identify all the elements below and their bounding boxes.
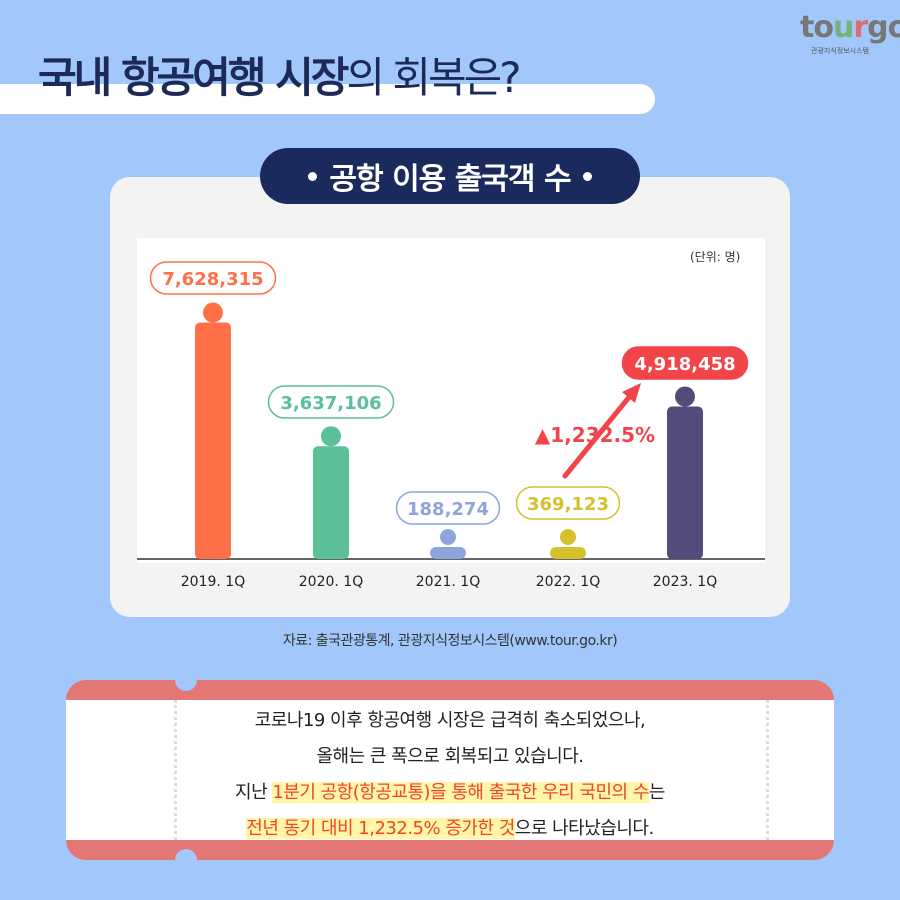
- data-label-pill: [267, 385, 395, 419]
- message-line: 지난 1분기 공항(항공교통)을 통해 출국한 우리 국민의 수는: [0, 775, 900, 811]
- chart-title-pill: 공항 이용 출국객 수: [260, 148, 640, 204]
- data-label: 7,628,315: [162, 269, 263, 290]
- message-ticket: [66, 669, 834, 871]
- x-tick-label: 2022. 1Q: [536, 574, 600, 590]
- bar-head: [675, 386, 695, 407]
- dot-icon: [582, 171, 592, 181]
- growth-arrow-line: [562, 393, 633, 479]
- data-label: 369,123: [527, 494, 609, 515]
- growth-arrow-head: [622, 383, 641, 403]
- x-tick-label: 2019. 1Q: [181, 574, 245, 590]
- ticket-body: [66, 700, 834, 840]
- x-tick-label: 2021. 1Q: [416, 574, 480, 590]
- data-label-pill: [395, 491, 501, 525]
- bar: [430, 547, 466, 559]
- bar: [195, 322, 231, 559]
- data-label-pill: [621, 346, 749, 380]
- highlight-text: 전년 동기 대비 1,232.5% 증가한 것: [246, 818, 515, 839]
- data-label-pill: [515, 486, 621, 520]
- text: 지난: [235, 782, 273, 803]
- perforation: [766, 700, 769, 840]
- message-line: 올해는 큰 폭으로 회복되고 있습니다.: [316, 746, 584, 767]
- text: 는: [648, 782, 666, 803]
- source-note: 자료: 출국관광통계, 관광지식정보시스템(www.tour.go.kr): [282, 633, 618, 649]
- bar-head: [560, 529, 576, 545]
- page-title: 국내 항공여행 시장의 회복은?: [38, 44, 522, 105]
- unit-label: (단위: 명): [690, 250, 741, 264]
- text: 으로 나타났습니다.: [514, 818, 654, 839]
- message-text: 코로나19 이후 항공여행 시장은 급격히 축소되었으나, 올해는 큰 폭으로 …: [0, 703, 900, 847]
- data-label: 188,274: [407, 499, 489, 520]
- message-line: 코로나19 이후 항공여행 시장은 급격히 축소되었으나,: [254, 710, 646, 731]
- ticket-notch: [175, 669, 197, 691]
- bar: [313, 446, 349, 559]
- perforation: [174, 700, 177, 840]
- bar-head: [440, 529, 456, 545]
- data-label-pill: [149, 261, 277, 295]
- growth-annotation: ▲1,232.5%: [535, 423, 655, 447]
- data-label: 3,637,106: [280, 393, 381, 414]
- dot-icon: [308, 171, 318, 181]
- chart-title: 공항 이용 출국객 수: [329, 162, 571, 197]
- bar-head: [203, 302, 223, 323]
- x-tick-label: 2020. 1Q: [299, 574, 363, 590]
- bar: [550, 547, 586, 559]
- title-highlight-bar: [0, 84, 655, 114]
- title-light: 의 회복은?: [346, 53, 521, 102]
- highlight-text: 1분기 공항(항공교통)을 통해 출국한 우리 국민의 수: [272, 782, 649, 803]
- bar: [667, 406, 703, 559]
- logo-subtitle: 관광지식정보시스템: [811, 47, 869, 55]
- data-label: 4,918,458: [634, 354, 735, 375]
- ticket-notch: [175, 849, 197, 871]
- title-bold: 국내 항공여행 시장: [38, 53, 349, 102]
- message-line: 전년 동기 대비 1,232.5% 증가한 것으로 나타났습니다.: [0, 811, 900, 847]
- x-tick-label: 2023. 1Q: [653, 574, 717, 590]
- bar-head: [321, 426, 341, 447]
